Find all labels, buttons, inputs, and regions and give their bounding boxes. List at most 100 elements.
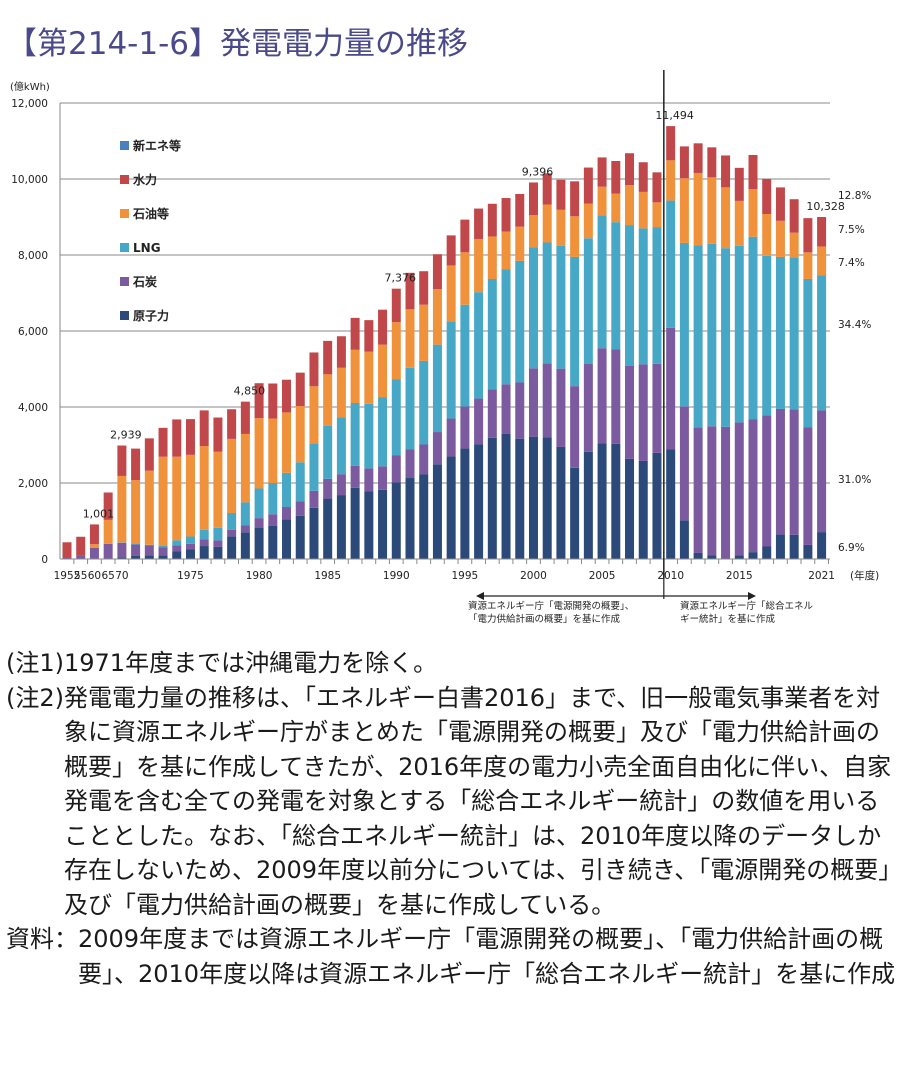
bar-segment (528, 247, 538, 369)
x-tick-label: 1995 (452, 570, 479, 582)
bar-segment (570, 216, 580, 257)
bar-segment (666, 327, 676, 450)
bar-segment (185, 549, 195, 559)
source-annotation-left: 資源エネルギー庁「電源開発の概要」、 「電力供給計画の概要」を基に作成 (468, 600, 634, 626)
bar-segment (144, 555, 154, 559)
bar-segment (446, 235, 456, 266)
bar-segment (789, 534, 799, 559)
bar-segment (185, 536, 195, 544)
bar-segment (391, 322, 401, 380)
bar-segment (789, 232, 799, 258)
bar-stack-1977 (213, 417, 223, 559)
bar-segment (336, 495, 346, 559)
bar-segment (666, 449, 676, 559)
note-label: (注1) (6, 649, 64, 677)
bar-segment (158, 555, 168, 559)
bar-stack-1985 (323, 340, 333, 559)
bar-segment (474, 398, 484, 445)
bar-stack-1991 (405, 272, 415, 559)
bar-segment (364, 491, 374, 559)
bar-segment (323, 374, 333, 426)
bar-segment (144, 470, 154, 545)
x-tick-label: 1975 (177, 570, 204, 582)
bar-stack-1970 (117, 445, 127, 559)
bar-segment (803, 544, 813, 559)
bar-segment (515, 260, 525, 383)
note-label: (注2) (6, 683, 64, 712)
bar-segment (556, 209, 566, 246)
bar-segment (227, 438, 237, 513)
bar-segment (679, 242, 689, 407)
bar-segment (528, 368, 538, 437)
bar-segment (364, 468, 374, 492)
data-label: 4,850 (234, 385, 266, 398)
bar-segment (707, 426, 717, 556)
bar-segment (597, 443, 607, 559)
bar-segment (213, 451, 223, 528)
bar-segment (158, 456, 168, 547)
bar-segment (185, 543, 195, 550)
bar-segment (556, 179, 566, 210)
bar-segment (775, 256, 785, 409)
bar-segment (309, 352, 319, 387)
bar-segment (597, 186, 607, 216)
bar-segment (185, 454, 195, 537)
bar-stack-1972 (144, 438, 154, 559)
bar-segment (323, 478, 333, 499)
bar-segment (625, 185, 635, 226)
bar-segment (707, 243, 717, 427)
bar-stack-1983 (295, 372, 305, 559)
y-tick-label: 8,000 (18, 250, 48, 262)
bar-stack-2009 (652, 172, 662, 559)
bar-segment (625, 458, 635, 559)
bar-segment (652, 172, 662, 203)
bar-segment (789, 257, 799, 410)
bar-segment (323, 425, 333, 479)
bar-stack-1996 (474, 208, 484, 559)
bar-segment (89, 524, 99, 545)
bar-segment (199, 546, 209, 559)
bar-stack-1975 (185, 419, 195, 559)
bar-segment (679, 178, 689, 243)
bar-segment (515, 226, 525, 261)
bar-segment (336, 367, 346, 418)
bar-stack-2007 (625, 153, 635, 559)
bar-segment (295, 462, 305, 502)
bar-segment (501, 231, 511, 270)
bar-segment (721, 426, 731, 559)
data-label: 11,494 (655, 109, 694, 122)
bar-segment (666, 200, 676, 328)
bar-segment (144, 545, 154, 556)
bar-segment (652, 202, 662, 228)
bar-stack-2001 (542, 173, 552, 559)
bar-segment (419, 360, 429, 445)
bar-stack-2016 (748, 155, 758, 559)
legend-swatch (120, 209, 129, 218)
bar-segment (213, 546, 223, 559)
bar-segment (501, 433, 511, 559)
bar-segment (350, 403, 360, 466)
bar-segment (254, 418, 264, 489)
bar-segment (309, 507, 319, 559)
bar-segment (254, 518, 264, 528)
bar-stack-1960 (89, 524, 99, 559)
bar-stack-1989 (378, 309, 388, 559)
bar-segment (172, 419, 182, 457)
bar-segment (323, 498, 333, 559)
bar-segment (666, 126, 676, 161)
y-tick-label: 6,000 (18, 326, 48, 338)
bar-segment (378, 344, 388, 398)
bar-segment (734, 200, 744, 246)
bar-segment (638, 364, 648, 461)
bar-segment (336, 474, 346, 496)
bar-segment (213, 540, 223, 547)
bar-segment (748, 189, 758, 237)
bar-segment (487, 236, 497, 280)
bar-segment (487, 203, 497, 237)
bar-segment (487, 437, 497, 559)
bar-segment (117, 542, 127, 558)
bar-segment (817, 246, 827, 276)
bar-segment (282, 519, 292, 559)
bar-segment (405, 449, 415, 479)
source-annotation-left-line: 「電力供給計画の概要」を基に作成 (468, 614, 621, 625)
